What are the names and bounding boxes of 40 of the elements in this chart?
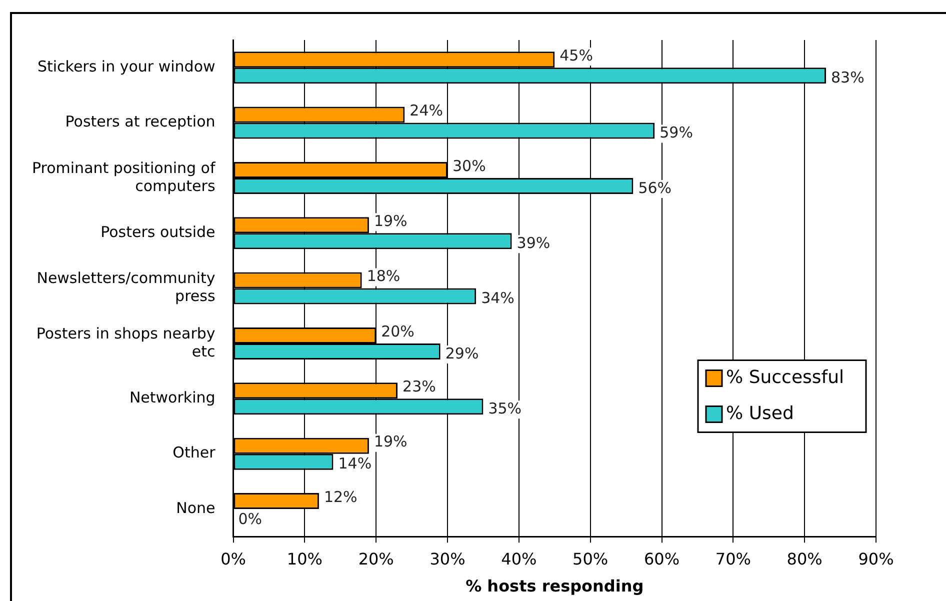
data-label: 35% xyxy=(488,400,522,418)
x-tick-label: 60% xyxy=(644,549,680,568)
data-label: 24% xyxy=(410,102,444,120)
y-tick-label: Stickers in your window xyxy=(37,57,216,76)
data-label: 56% xyxy=(638,178,672,197)
data-label: 19% xyxy=(374,432,408,451)
data-label: 12% xyxy=(324,488,358,506)
data-label: 14% xyxy=(338,454,372,473)
x-tick-label: 0% xyxy=(220,549,246,568)
data-label: 59% xyxy=(660,124,693,142)
x-tick-label: 80% xyxy=(786,549,822,568)
data-label: 18% xyxy=(366,267,400,286)
data-label: 45% xyxy=(560,46,593,64)
data-label: 19% xyxy=(374,212,408,230)
legend-label: % Successful xyxy=(726,366,844,388)
data-label: 30% xyxy=(452,156,486,175)
y-tick-label: Newsletters/community press xyxy=(36,269,216,306)
y-tick-label: None xyxy=(176,498,216,517)
y-tick-label: Posters outside xyxy=(100,223,216,242)
y-tick-label: Posters in shops nearby etc xyxy=(36,324,216,360)
data-label: 20% xyxy=(381,322,414,340)
data-label: 0% xyxy=(238,510,262,528)
x-tick-label: 10% xyxy=(286,549,322,568)
y-tick-label: Networking xyxy=(129,388,216,407)
x-tick-label: 20% xyxy=(358,549,394,568)
x-tick-label: 90% xyxy=(858,549,894,568)
x-tick-label: 40% xyxy=(501,549,537,568)
y-tick-label: Other xyxy=(172,444,216,462)
data-label: 34% xyxy=(481,289,514,308)
data-label: 83% xyxy=(831,68,864,86)
x-axis-title: % hosts responding xyxy=(466,576,644,596)
data-label: 39% xyxy=(516,234,550,252)
data-label: 23% xyxy=(402,378,436,396)
x-tick-label: 30% xyxy=(430,549,466,568)
x-tick-label: 70% xyxy=(715,549,751,568)
data-label: 29% xyxy=(445,344,479,362)
y-tick-label: Posters at reception xyxy=(65,112,216,131)
x-tick-label: 50% xyxy=(572,549,608,568)
y-tick-label: Prominant positioning of computers xyxy=(32,158,216,195)
legend-label: % Used xyxy=(726,402,794,424)
